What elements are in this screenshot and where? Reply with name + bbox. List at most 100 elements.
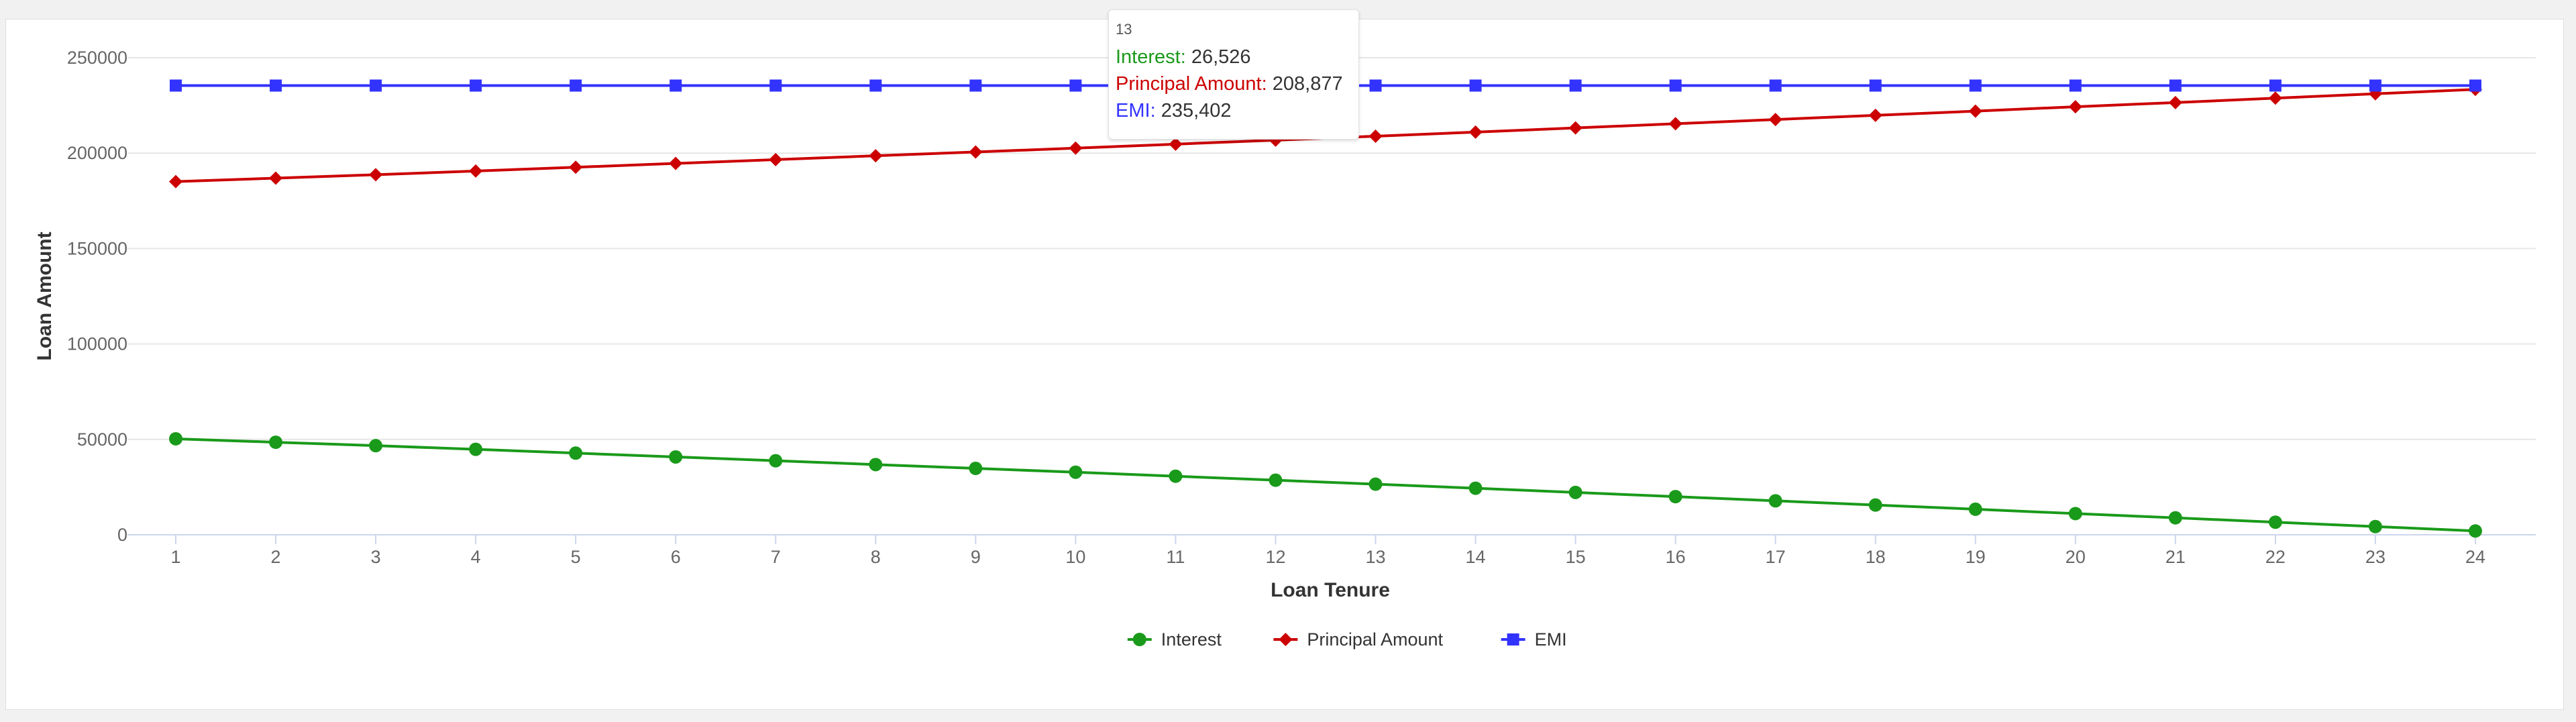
data-point-interest[interactable]: [169, 431, 182, 446]
data-point-interest[interactable]: [369, 439, 383, 453]
tooltip-value-principal: 208,877: [1272, 73, 1343, 95]
data-point-emi[interactable]: [370, 79, 382, 92]
x-tick-label: 6: [671, 547, 681, 567]
x-tick-label: 15: [1566, 547, 1586, 567]
data-point-principal-amount[interactable]: [1568, 121, 1582, 135]
data-point-emi[interactable]: [1869, 79, 1882, 92]
data-point-emi[interactable]: [2069, 79, 2082, 92]
data-point-emi[interactable]: [2369, 79, 2381, 92]
data-point-emi[interactable]: [570, 79, 582, 92]
data-point-emi[interactable]: [1569, 79, 1582, 92]
legend-item-emi[interactable]: EMI: [1501, 629, 1567, 650]
data-point-interest[interactable]: [1868, 498, 1882, 512]
data-point-emi[interactable]: [2269, 79, 2282, 92]
y-tick-label: 150000: [67, 238, 127, 258]
data-point-principal-amount[interactable]: [1169, 137, 1183, 151]
data-point-principal-amount[interactable]: [1968, 104, 1982, 118]
data-tooltip: 13 Interest: 26,526 Principal Amount: 20…: [1108, 9, 1359, 140]
legend-item-principal-amount[interactable]: Principal Amount: [1273, 629, 1444, 650]
x-tick-label: 19: [1966, 547, 1986, 567]
data-point-interest[interactable]: [2068, 507, 2082, 521]
x-tick-label: 7: [771, 547, 781, 567]
data-point-principal-amount[interactable]: [1468, 125, 1483, 139]
data-point-emi[interactable]: [2169, 79, 2182, 92]
x-axis-ticks: 1 2 3 4 5 6 7 8 9 10 11 12 13 14 15 16 17 18 19 20 21 22 23 24: [170, 535, 2485, 567]
x-tick-label: 12: [1265, 547, 1285, 567]
y-tick-label: 250000: [67, 48, 127, 68]
data-point-principal-amount[interactable]: [169, 174, 182, 189]
tooltip-value-interest: 26,526: [1191, 46, 1251, 68]
legend: Interest Principal Amount EMI: [1127, 629, 1567, 650]
data-point-interest[interactable]: [1368, 477, 1383, 491]
data-point-principal-amount[interactable]: [1868, 108, 1882, 122]
data-point-emi[interactable]: [769, 79, 782, 92]
data-point-principal-amount[interactable]: [2268, 91, 2282, 105]
data-point-interest[interactable]: [2268, 515, 2282, 529]
data-point-principal-amount[interactable]: [569, 160, 583, 174]
tooltip-row-interest: Interest: 26,526: [1116, 44, 1358, 70]
data-point-emi[interactable]: [270, 79, 282, 92]
data-point-emi[interactable]: [969, 79, 982, 92]
tooltip-label-interest: Interest: [1116, 46, 1181, 68]
x-tick-label: 4: [471, 547, 481, 567]
x-tick-label: 18: [1866, 547, 1886, 567]
data-point-interest[interactable]: [1169, 469, 1183, 483]
legend-swatch-marker: [1279, 633, 1293, 646]
data-point-principal-amount[interactable]: [1668, 117, 1682, 131]
x-tick-label: 8: [871, 547, 881, 567]
data-point-principal-amount[interactable]: [769, 152, 783, 166]
data-point-emi[interactable]: [470, 79, 482, 92]
legend-label: Principal Amount: [1307, 629, 1443, 650]
x-tick-label: 3: [371, 547, 381, 567]
data-point-emi[interactable]: [1669, 79, 1682, 92]
data-point-principal-amount[interactable]: [869, 149, 883, 163]
y-tick-label: 50000: [77, 429, 127, 450]
data-point-interest[interactable]: [969, 462, 983, 476]
data-point-emi[interactable]: [1969, 79, 1982, 92]
data-point-interest[interactable]: [569, 446, 583, 460]
data-point-principal-amount[interactable]: [1368, 129, 1383, 143]
data-point-interest[interactable]: [269, 435, 283, 450]
data-point-interest[interactable]: [469, 442, 483, 456]
data-point-principal-amount[interactable]: [1069, 141, 1083, 155]
x-tick-label: 16: [1666, 547, 1686, 567]
data-point-principal-amount[interactable]: [469, 164, 483, 178]
data-point-interest[interactable]: [869, 458, 883, 472]
data-point-emi[interactable]: [869, 79, 882, 92]
x-axis-title: Loan Tenure: [1271, 579, 1390, 601]
data-point-interest[interactable]: [669, 450, 683, 464]
data-point-principal-amount[interactable]: [2168, 95, 2182, 109]
data-point-emi[interactable]: [2469, 79, 2481, 92]
data-point-emi[interactable]: [1769, 79, 1782, 92]
data-point-principal-amount[interactable]: [269, 171, 283, 185]
data-point-principal-amount[interactable]: [1768, 113, 1782, 127]
data-point-interest[interactable]: [2168, 511, 2182, 525]
x-tick-label: 5: [571, 547, 581, 567]
data-point-emi[interactable]: [1469, 79, 1482, 92]
data-point-emi[interactable]: [170, 79, 182, 92]
tooltip-separator: :: [1261, 73, 1273, 95]
data-point-principal-amount[interactable]: [669, 156, 683, 170]
x-tick-label: 10: [1065, 547, 1085, 567]
x-tick-label: 23: [2365, 547, 2385, 567]
x-tick-label: 21: [2165, 547, 2186, 567]
data-point-interest[interactable]: [2469, 524, 2482, 538]
data-point-interest[interactable]: [1768, 494, 1782, 508]
y-axis-title: Loan Amount: [34, 231, 56, 360]
legend-item-interest[interactable]: Interest: [1127, 629, 1222, 650]
data-point-emi[interactable]: [1369, 79, 1382, 92]
data-point-principal-amount[interactable]: [969, 145, 983, 159]
data-point-interest[interactable]: [1968, 502, 1982, 516]
data-point-interest[interactable]: [1568, 485, 1582, 499]
data-point-principal-amount[interactable]: [369, 168, 383, 182]
data-point-emi[interactable]: [1069, 79, 1082, 92]
data-point-interest[interactable]: [1668, 490, 1682, 504]
data-point-interest[interactable]: [769, 454, 783, 468]
data-point-interest[interactable]: [2368, 519, 2382, 533]
data-point-interest[interactable]: [1069, 465, 1083, 479]
data-point-interest[interactable]: [1269, 473, 1283, 487]
data-point-interest[interactable]: [1468, 481, 1483, 495]
data-point-principal-amount[interactable]: [2068, 100, 2082, 114]
y-tick-label: 200000: [67, 143, 127, 163]
data-point-emi[interactable]: [669, 79, 682, 92]
